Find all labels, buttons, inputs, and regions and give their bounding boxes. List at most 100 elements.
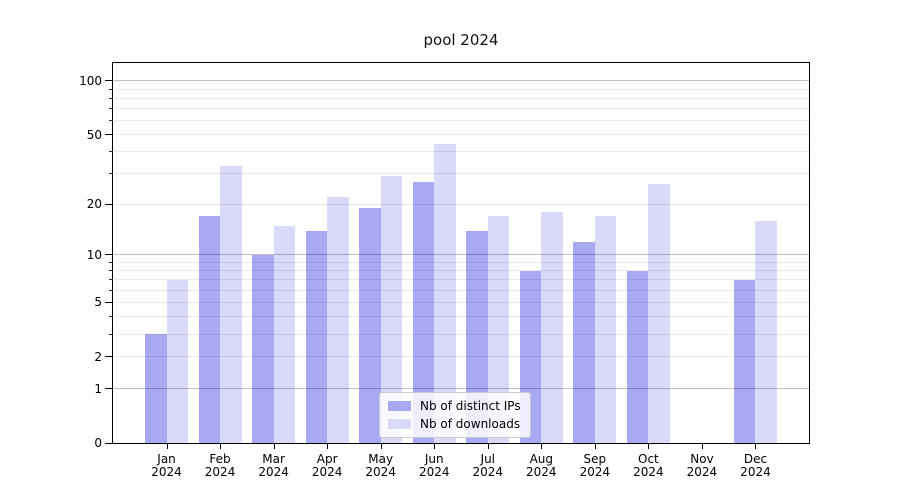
gridline-minor-3 (113, 333, 809, 335)
y-tick-10 (105, 254, 113, 256)
bar-jul-downloads (487, 216, 510, 443)
y-minortick-60 (109, 120, 113, 122)
bar-dec-downloads (755, 220, 777, 443)
x-tick-mar (273, 443, 275, 449)
y-minortick-4 (109, 316, 113, 318)
bar-oct-downloads (648, 184, 670, 443)
x-tick-sep (594, 443, 596, 449)
gridline-minor-40 (113, 151, 809, 153)
y-tick-5 (105, 301, 113, 303)
gridline-minor-8 (113, 270, 809, 272)
x-tick-label-oct: Oct 2024 (633, 452, 664, 479)
x-tick-label-jan: Jan 2024 (151, 452, 182, 479)
bar-jun-downloads (434, 144, 456, 443)
y-minortick-3 (109, 333, 113, 335)
bar-sep-downloads (594, 216, 617, 443)
gridline-minor-4 (113, 316, 809, 318)
y-tick-1 (105, 388, 113, 390)
x-tick-nov (701, 443, 703, 449)
y-tick-20 (105, 203, 113, 205)
bar-mar-downloads (273, 225, 296, 443)
bar-jul-distinct-ips (466, 230, 488, 443)
gridline-minor-5 (113, 301, 809, 303)
y-minortick-6 (109, 289, 113, 291)
x-tick-aug (541, 443, 543, 449)
y-tick-label-50: 50 (86, 127, 102, 142)
bar-feb-downloads (220, 166, 242, 443)
y-minortick-70 (109, 108, 113, 110)
gridline-minor-7 (113, 279, 809, 281)
x-tick-label-may: May 2024 (365, 452, 396, 479)
x-tick-label-jul: Jul 2024 (472, 452, 504, 479)
y-tick-label-20: 20 (86, 197, 102, 212)
legend-swatch-downloads-icon (388, 419, 411, 429)
x-tick-label-aug: Aug 2024 (526, 452, 557, 479)
y-tick-label-0: 0 (94, 436, 102, 450)
x-tick-label-dec: Dec 2024 (740, 452, 771, 479)
y-tick-2 (105, 356, 113, 358)
y-tick-0 (105, 442, 113, 444)
x-tick-label-jun: Jun 2024 (418, 452, 450, 479)
y-tick-label-1: 1 (94, 381, 102, 396)
x-tick-oct (648, 443, 650, 449)
bar-apr-downloads (327, 197, 349, 443)
y-minortick-80 (109, 97, 113, 99)
x-tick-jul (487, 443, 489, 449)
legend-row-distinct-ips: Nb of distinct IPs (388, 397, 521, 415)
gridline-minor-50 (113, 134, 809, 136)
bar-dec-distinct-ips (733, 279, 756, 443)
bar-feb-distinct-ips (198, 216, 221, 443)
plot-area (105, 62, 810, 449)
legend: Nb of distinct IPs Nb of downloads (379, 392, 531, 438)
y-minortick-9 (109, 261, 113, 263)
x-axis-labels: Jan 2024 Feb 2024 Mar 2024 Apr 2024 May 2024 Jun 20… (112, 453, 810, 485)
x-tick-apr (327, 443, 329, 449)
x-tick-may (380, 443, 382, 449)
gridline-1 (113, 388, 809, 390)
x-tick-feb (220, 443, 222, 449)
y-minortick-7 (109, 279, 113, 281)
x-tick-label-mar: Mar 2024 (258, 452, 289, 479)
x-tick-dec (755, 443, 757, 449)
bar-may-downloads (380, 176, 403, 443)
gridline-minor-70 (113, 108, 809, 110)
bar-aug-downloads (541, 212, 563, 443)
bar-mar-distinct-ips (252, 254, 274, 443)
bar-may-distinct-ips (359, 208, 381, 443)
y-tick-label-100: 100 (79, 73, 102, 88)
chart-title: pool 2024 (423, 31, 499, 49)
y-minortick-90 (109, 88, 113, 90)
y-tick-label-5: 5 (94, 295, 102, 310)
y-minortick-40 (109, 151, 113, 153)
y-tick-100 (105, 80, 113, 82)
gridline-minor-30 (113, 173, 809, 175)
gridline-minor-6 (113, 289, 809, 291)
legend-label-downloads: Nb of downloads (420, 417, 521, 431)
legend-row-downloads: Nb of downloads (388, 415, 521, 433)
bar-apr-distinct-ips (305, 230, 328, 443)
y-tick-50 (105, 134, 113, 136)
x-tick-label-nov: Nov 2024 (686, 452, 718, 479)
bar-oct-distinct-ips (626, 270, 649, 443)
bar-jan-downloads (166, 279, 189, 443)
x-tick-jan (166, 443, 168, 449)
gridline-100 (113, 80, 809, 82)
bar-jun-distinct-ips (412, 181, 435, 443)
x-tick-label-apr: Apr 2024 (311, 452, 343, 479)
x-tick-label-feb: Feb 2024 (204, 452, 236, 479)
legend-swatch-distinct-ips-icon (388, 401, 411, 411)
y-tick-label-10: 10 (86, 247, 102, 262)
gridline-minor-90 (113, 88, 809, 90)
gridline-minor-2 (113, 356, 809, 358)
bar-sep-distinct-ips (573, 241, 595, 443)
gridline-minor-20 (113, 203, 809, 205)
legend-label-distinct-ips: Nb of distinct IPs (420, 399, 521, 413)
gridline-minor-80 (113, 97, 809, 99)
y-minortick-30 (109, 173, 113, 175)
y-minortick-8 (109, 270, 113, 272)
y-tick-label-2: 2 (94, 349, 102, 364)
y-axis-labels: 0 1 2 5 10 20 50 100 (0, 62, 102, 450)
gridline-minor-60 (113, 120, 809, 122)
gridline-minor-9 (113, 261, 809, 263)
